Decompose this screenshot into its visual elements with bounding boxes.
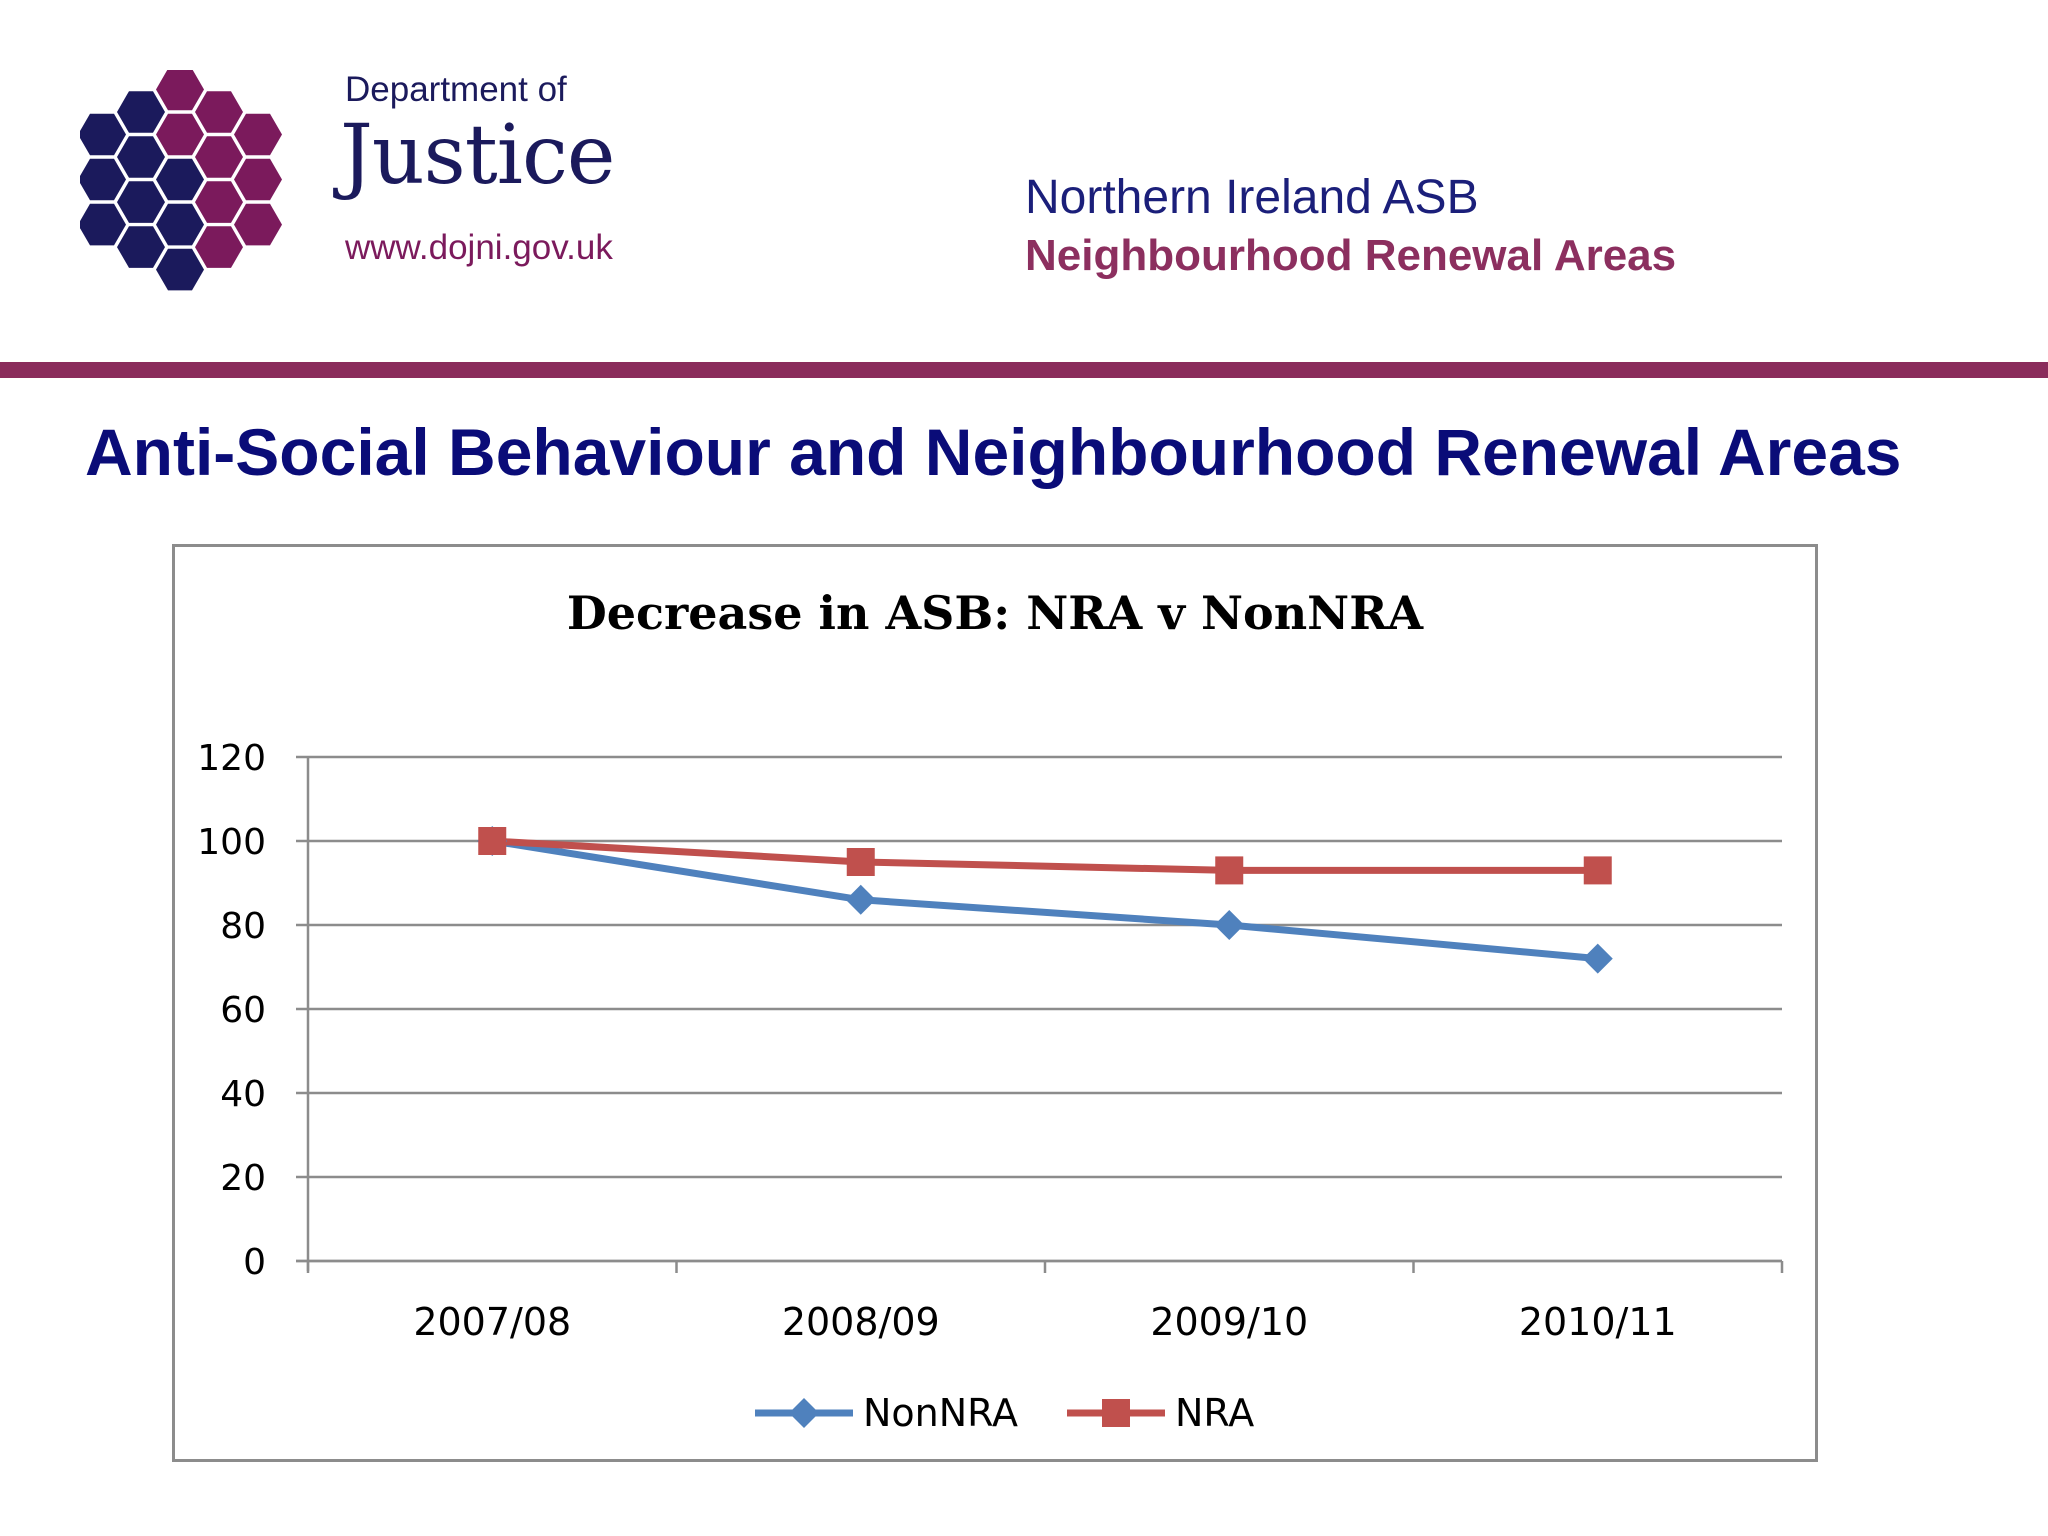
- data-point-nonnra: [1214, 910, 1245, 940]
- logo-hexagon: [156, 248, 204, 291]
- logo-hexagon: [234, 158, 282, 201]
- logo-hexagon: [195, 91, 243, 133]
- header-divider: [0, 362, 2048, 378]
- logo-hexagon: [195, 136, 243, 178]
- line-chart: Decrease in ASB: NRA v NonNRA 0 20 40 60 80 10…: [197, 586, 1784, 1435]
- chart-title: Decrease in ASB: NRA v NonNRA: [567, 586, 1425, 640]
- logo-department-label: Department of: [345, 70, 567, 109]
- y-tick-label: 100: [197, 822, 266, 863]
- logo-hexagon: [117, 226, 165, 268]
- logo-hexagon: [234, 203, 282, 246]
- doj-logo: Department of Justice www.dojni.gov.uk: [80, 70, 680, 340]
- series-line-nonnra: [491, 837, 1599, 963]
- logo-hexagon: [234, 113, 282, 156]
- data-point-nonnra: [1582, 943, 1613, 974]
- legend-marker: [1102, 1399, 1130, 1427]
- logo-hexagon: [195, 181, 243, 223]
- logo-hexagon: [117, 181, 165, 223]
- legend-marker: [789, 1398, 819, 1428]
- y-tick-label: 120: [197, 738, 266, 779]
- x-tick-label: 2007/08: [413, 1300, 571, 1344]
- logo-hexagon: [156, 113, 204, 156]
- data-point-nonnra: [845, 884, 876, 915]
- y-tick-label: 60: [220, 990, 266, 1031]
- header-subtitle: Northern Ireland ASB Neighbourhood Renew…: [1025, 170, 1676, 281]
- data-point-nra: [1215, 856, 1244, 885]
- logo-hexagon: [117, 136, 165, 178]
- y-tick-label: 20: [220, 1158, 266, 1199]
- logo-hexagon: [195, 226, 243, 268]
- chart-panel: Decrease in ASB: NRA v NonNRA 0 20 40 60 80 10…: [172, 544, 1818, 1462]
- logo-hexagon: [80, 203, 126, 246]
- x-tick-label: 2010/11: [1519, 1300, 1677, 1344]
- logo-hexagon: [156, 70, 204, 111]
- header-line-1: Northern Ireland ASB: [1025, 171, 1479, 224]
- logo-url: www.dojni.gov.uk: [345, 228, 613, 267]
- x-tick-label: 2009/10: [1150, 1300, 1308, 1344]
- y-tick-label: 80: [220, 906, 266, 947]
- data-point-nra: [846, 848, 875, 876]
- page-title: Anti-Social Behaviour and Neighbourhood …: [85, 415, 1902, 489]
- y-tick-label: 40: [220, 1074, 266, 1115]
- y-tick-label: 0: [243, 1242, 266, 1283]
- hexagon-cluster-icon: [80, 70, 282, 291]
- data-point-nra: [1583, 856, 1612, 885]
- logo-hexagon: [156, 158, 204, 201]
- logo-hexagon: [117, 91, 165, 133]
- logo-hexagon: [156, 203, 204, 246]
- logo-hexagon: [80, 158, 126, 201]
- legend-label: NRA: [1175, 1391, 1254, 1435]
- logo-justice-wordmark: Justice: [340, 108, 615, 203]
- x-tick-label: 2008/09: [782, 1300, 940, 1344]
- legend-label: NonNRA: [863, 1391, 1018, 1435]
- logo-hexagon: [80, 113, 126, 156]
- header-line-2: Neighbourhood Renewal Areas: [1025, 231, 1677, 280]
- series-line-nra: [492, 837, 1598, 874]
- data-point-nra: [478, 827, 507, 855]
